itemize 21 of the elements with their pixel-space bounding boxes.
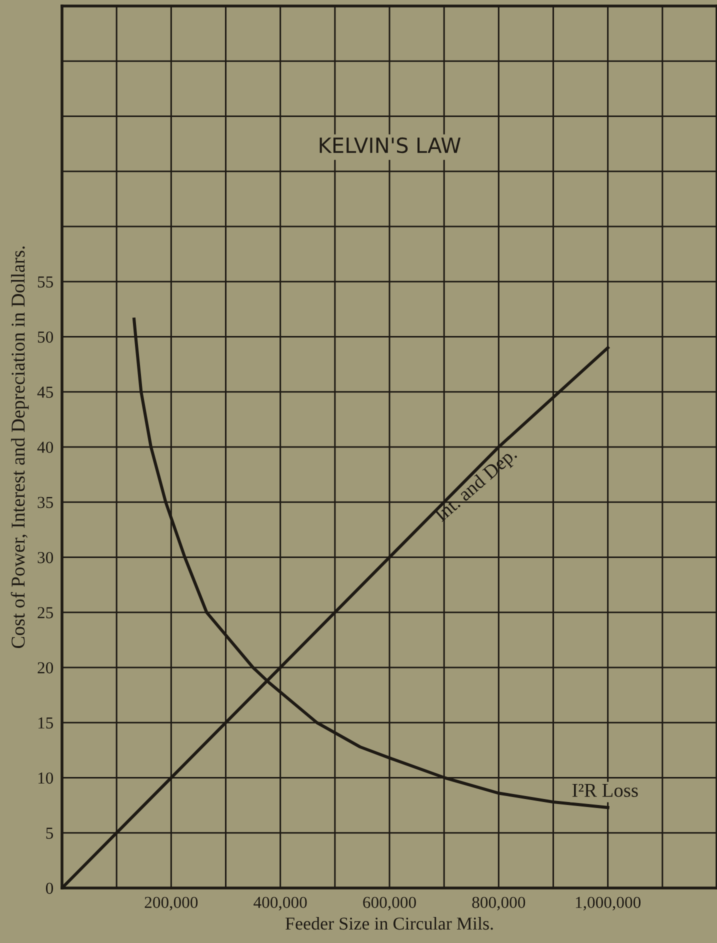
y-tick-label: 5 xyxy=(46,828,54,839)
y-tick-label: 40 xyxy=(37,442,54,453)
x-tick-label: 200,000 xyxy=(144,896,198,910)
x-tick-label: 400,000 xyxy=(254,896,307,910)
y-tick-label: 25 xyxy=(38,607,54,618)
x-tick-label: 800,000 xyxy=(472,896,526,910)
x-tick-label: 600,000 xyxy=(363,896,416,910)
y-tick-label: 10 xyxy=(38,772,54,784)
y-tick-label: 50 xyxy=(38,331,54,343)
text: KELVIN'S LAW xyxy=(320,137,461,154)
y-axis-title: Cost of Power, Interest and Depreciation in Dollars. xyxy=(10,246,29,648)
y-tick-label: 35 xyxy=(38,496,54,508)
x-axis-title: Feeder Size in Circular Mils. xyxy=(285,917,493,930)
y-tick-label: 20 xyxy=(38,662,54,674)
series-label: I²R Loss xyxy=(572,784,638,797)
y-tick-label: 0 xyxy=(46,882,54,894)
x-tick-label: 1,000,000 xyxy=(576,896,641,910)
y-tick-label: 55 xyxy=(38,276,54,288)
y-tick-label: 45 xyxy=(37,386,54,398)
y-tick-label: 15 xyxy=(38,717,54,729)
y-tick-label: 30 xyxy=(38,552,54,564)
